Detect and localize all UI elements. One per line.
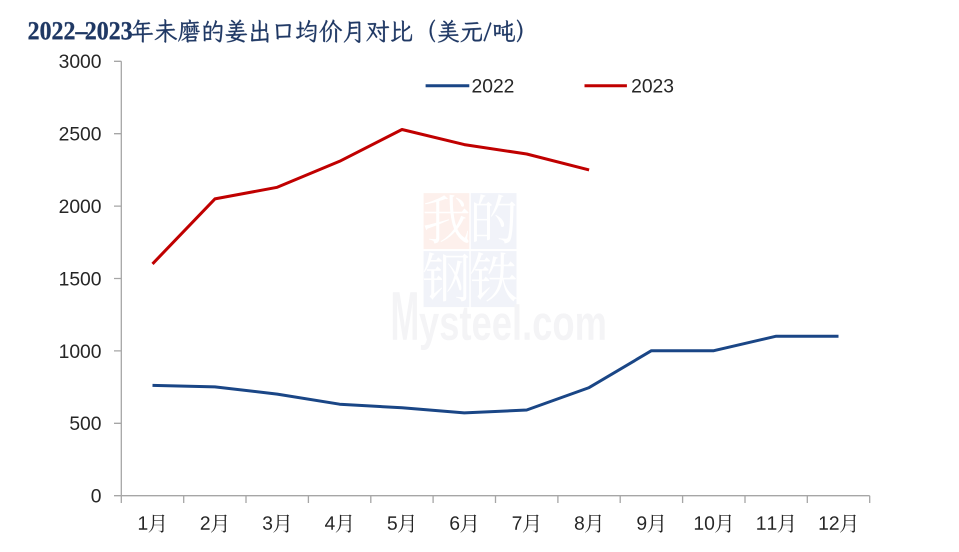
svg-text:2000: 2000 (59, 197, 102, 218)
svg-text:0: 0 (91, 487, 102, 508)
svg-text:2023: 2023 (631, 77, 674, 98)
svg-text:2022: 2022 (472, 77, 515, 98)
svg-text:1500: 1500 (59, 269, 102, 290)
svg-text:2500: 2500 (59, 125, 102, 146)
svg-text:1000: 1000 (59, 342, 102, 363)
svg-text:3000: 3000 (59, 52, 102, 73)
svg-text:500: 500 (69, 414, 101, 435)
